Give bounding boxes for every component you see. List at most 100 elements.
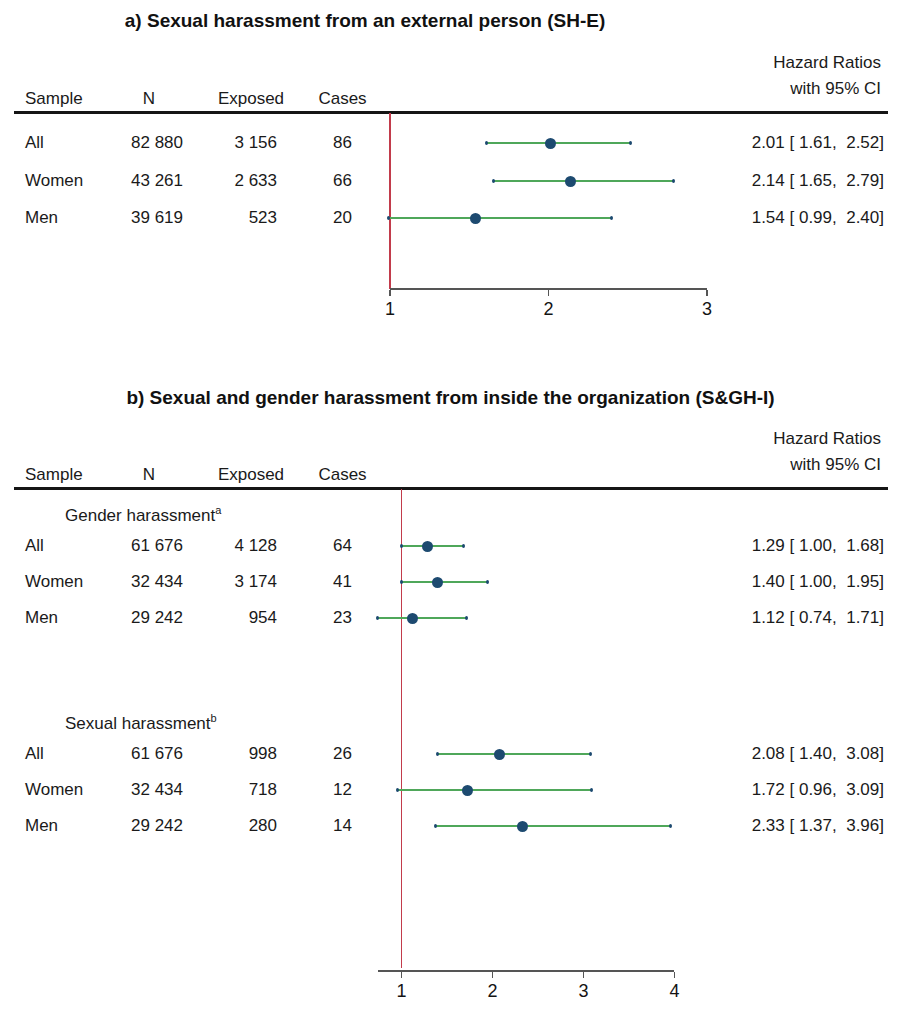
hr-marker <box>432 577 443 588</box>
row-sample: All <box>25 744 44 764</box>
forest-plot-figure: a) Sexual harassment from an external pe… <box>0 0 901 1011</box>
ci-line <box>402 581 488 583</box>
ci-cap-left <box>400 580 403 584</box>
ci-line <box>398 789 592 791</box>
axis-tick-label: 3 <box>569 981 599 1002</box>
row-cases: 12 <box>310 780 375 800</box>
axis-tick <box>389 290 391 296</box>
axis-tick-label: 1 <box>387 981 417 1002</box>
row-hr-label: 2.33 [ 1.37, 3.96] <box>752 816 884 836</box>
row-sample: Men <box>25 208 58 228</box>
row-exposed: 998 <box>195 744 277 764</box>
ci-cap-right <box>590 788 593 792</box>
axis-tick <box>492 972 494 978</box>
hr-column-header-a: Hazard Ratios with 95% CI <box>773 50 881 102</box>
row-n: 32 434 <box>103 572 183 592</box>
row-n: 61 676 <box>103 536 183 556</box>
row-exposed: 718 <box>195 780 277 800</box>
ci-line <box>388 217 611 219</box>
axis-tick <box>548 290 550 296</box>
ci-cap-left <box>387 216 390 220</box>
x-axis <box>378 970 675 972</box>
row-hr-label: 1.40 [ 1.00, 1.95] <box>752 572 884 592</box>
group-label-sexual-harassment: Sexual harassmentb <box>65 708 217 734</box>
row-sample: Men <box>25 608 58 628</box>
col-header-cases: Cases <box>310 89 375 109</box>
row-n: 82 880 <box>103 133 183 153</box>
row-cases: 23 <box>310 608 375 628</box>
row-sample: All <box>25 536 44 556</box>
col-header-cases: Cases <box>310 465 375 485</box>
hr-header-line1: Hazard Ratios <box>773 50 881 76</box>
ci-cap-right <box>610 216 613 220</box>
row-hr-label: 1.29 [ 1.00, 1.68] <box>752 536 884 556</box>
ci-cap-right <box>629 141 632 145</box>
row-cases: 86 <box>310 133 375 153</box>
hr-marker <box>494 749 505 760</box>
axis-tick-label: 3 <box>692 299 722 320</box>
axis-tick-label: 1 <box>375 299 405 320</box>
panel-b-title: b) Sexual and gender harassment from ins… <box>0 387 901 409</box>
ci-cap-right <box>465 616 468 620</box>
superscript-a: a <box>215 504 221 516</box>
axis-tick <box>706 290 708 296</box>
col-header-exposed: Exposed <box>208 89 294 109</box>
row-hr-label: 2.14 [ 1.65, 2.79] <box>752 171 884 191</box>
hr-marker <box>545 138 556 149</box>
hr-header-line1: Hazard Ratios <box>773 426 881 452</box>
row-sample: Women <box>25 171 83 191</box>
axis-tick <box>583 972 585 978</box>
row-exposed: 4 128 <box>195 536 277 556</box>
hr-column-header-b: Hazard Ratios with 95% CI <box>773 426 881 478</box>
row-sample: All <box>25 133 44 153</box>
ci-line <box>378 617 466 619</box>
col-header-n: N <box>119 89 179 109</box>
hr-marker <box>422 541 433 552</box>
row-cases: 64 <box>310 536 375 556</box>
row-exposed: 280 <box>195 816 277 836</box>
axis-tick-label: 2 <box>534 299 564 320</box>
row-n: 29 242 <box>103 816 183 836</box>
header-divider-rule-a <box>14 111 888 114</box>
hr-marker <box>407 613 418 624</box>
superscript-b: b <box>211 712 217 724</box>
ci-cap-left <box>436 752 439 756</box>
row-hr-label: 1.72 [ 0.96, 3.09] <box>752 780 884 800</box>
ci-cap-right <box>462 544 465 548</box>
panel-a-title: a) Sexual harassment from an external pe… <box>0 10 730 32</box>
col-header-exposed: Exposed <box>208 465 294 485</box>
col-header-sample: Sample <box>25 465 83 485</box>
axis-tick <box>401 972 403 978</box>
ci-cap-left <box>485 141 488 145</box>
ci-cap-right <box>589 752 592 756</box>
ci-cap-right <box>669 824 672 828</box>
ci-cap-left <box>376 616 379 620</box>
col-header-n: N <box>119 465 179 485</box>
row-n: 43 261 <box>103 171 183 191</box>
hr-marker <box>565 176 576 187</box>
row-sample: Women <box>25 780 83 800</box>
row-n: 29 242 <box>103 608 183 628</box>
row-n: 39 619 <box>103 208 183 228</box>
hr-header-line2: with 95% CI <box>773 76 881 102</box>
row-hr-label: 1.12 [ 0.74, 1.71] <box>752 608 884 628</box>
axis-tick-label: 2 <box>478 981 508 1002</box>
axis-tick-label: 4 <box>660 981 690 1002</box>
hr-marker <box>517 821 528 832</box>
ci-line <box>435 825 671 827</box>
row-hr-label: 2.01 [ 1.61, 2.52] <box>752 133 884 153</box>
ci-line <box>438 753 591 755</box>
axis-tick <box>674 972 676 978</box>
col-header-sample: Sample <box>25 89 83 109</box>
hr-marker <box>462 785 473 796</box>
reference-line <box>389 113 391 289</box>
row-cases: 26 <box>310 744 375 764</box>
row-cases: 41 <box>310 572 375 592</box>
group-label-text: Sexual harassment <box>65 714 211 733</box>
ci-line <box>487 142 631 144</box>
group-label-text: Gender harassment <box>65 506 215 525</box>
row-exposed: 954 <box>195 608 277 628</box>
row-hr-label: 2.08 [ 1.40, 3.08] <box>752 744 884 764</box>
row-cases: 66 <box>310 171 375 191</box>
row-cases: 20 <box>310 208 375 228</box>
